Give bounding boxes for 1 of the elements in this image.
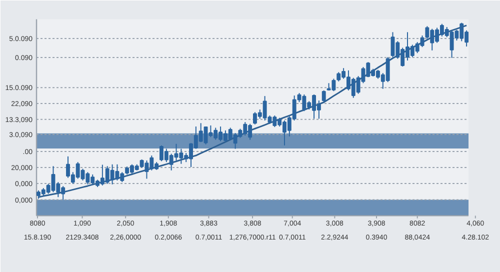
candlestick xyxy=(322,90,326,103)
